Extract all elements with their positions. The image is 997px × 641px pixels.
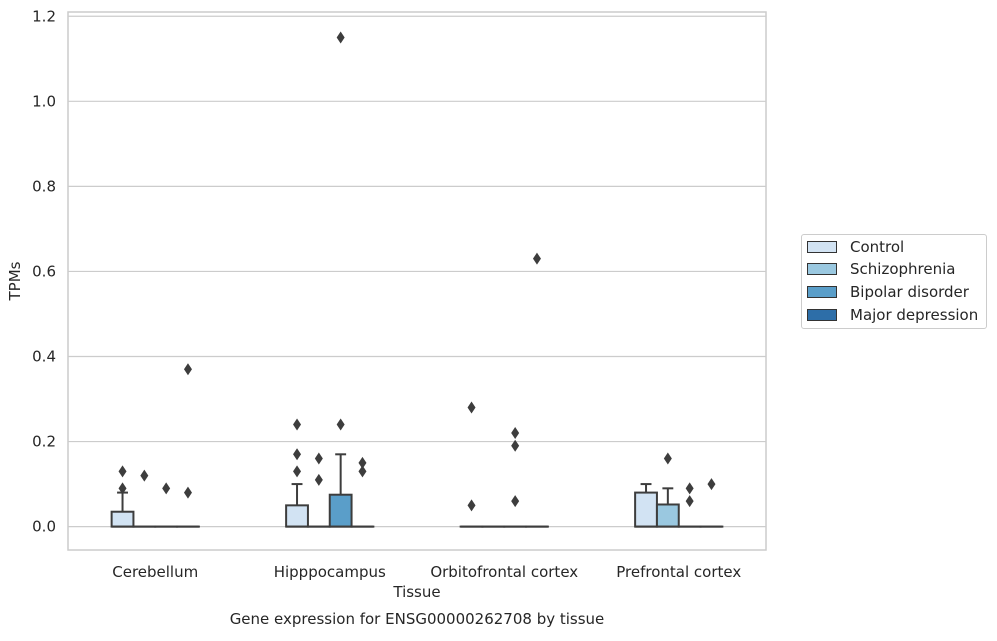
y-tick-label-2: 0.4 bbox=[32, 347, 56, 365]
x-tick-labels: Cerebellum Hipppocampus Orbitofrontal cort… bbox=[112, 563, 741, 581]
legend-swatch-control bbox=[807, 241, 837, 253]
outlier-major-depression-cerebellum-1 bbox=[184, 363, 192, 375]
legend-item-schizophrenia: Schizophrenia bbox=[807, 260, 955, 278]
box-bipolar-disorder-hipppocampus bbox=[330, 454, 352, 526]
legend-swatch-schizophrenia bbox=[807, 263, 837, 275]
y-tick-label-5: 1.0 bbox=[32, 92, 56, 110]
x-tick-label-prefrontal-cortex: Prefrontal cortex bbox=[616, 563, 741, 581]
grid-lines bbox=[68, 16, 766, 526]
legend-label-control: Control bbox=[850, 238, 904, 256]
outlier-control-orbitofrontal-cortex-0 bbox=[468, 499, 476, 511]
box-control-hipppocampus bbox=[286, 484, 308, 527]
outlier-major-depression-orbitofrontal-cortex-0 bbox=[533, 253, 541, 265]
outlier-bipolar-disorder-prefrontal-cortex-1 bbox=[686, 482, 694, 494]
legend: Control Schizophrenia Bipolar disorder M… bbox=[801, 234, 987, 329]
x-tick-label-hipppocampus: Hipppocampus bbox=[274, 563, 386, 581]
outlier-control-hipppocampus-2 bbox=[293, 419, 301, 431]
chart-caption: Gene expression for ENSG00000262708 by t… bbox=[230, 610, 605, 628]
y-tick-label-4: 0.8 bbox=[32, 177, 56, 195]
y-tick-label-0: 0.0 bbox=[32, 518, 56, 536]
legend-label-bipolar-disorder: Bipolar disorder bbox=[850, 283, 969, 301]
box-body bbox=[286, 505, 308, 526]
outlier-major-depression-hipppocampus-1 bbox=[358, 457, 366, 469]
outlier-major-depression-prefrontal-cortex-0 bbox=[707, 478, 715, 490]
legend-swatch-bipolar-disorder bbox=[807, 286, 837, 298]
box-control-cerebellum bbox=[112, 493, 134, 527]
x-tick-label-orbitofrontal-cortex: Orbitofrontal cortex bbox=[430, 563, 578, 581]
box-body bbox=[330, 495, 352, 527]
box-body bbox=[635, 493, 657, 527]
x-axis-label: Tissue bbox=[392, 583, 440, 601]
x-tick-label-cerebellum: Cerebellum bbox=[112, 563, 198, 581]
outlier-control-hipppocampus-0 bbox=[293, 465, 301, 477]
outlier-bipolar-disorder-hipppocampus-1 bbox=[337, 32, 345, 44]
y-tick-label-6: 1.2 bbox=[32, 7, 56, 25]
outlier-major-depression-cerebellum-0 bbox=[184, 487, 192, 499]
legend-swatch-major-depression bbox=[807, 309, 837, 321]
y-axis-label: TPMs bbox=[6, 261, 24, 301]
boxes bbox=[112, 454, 723, 526]
box-control-prefrontal-cortex bbox=[635, 484, 657, 527]
plot-area-frame bbox=[68, 12, 766, 550]
outlier-bipolar-disorder-hipppocampus-0 bbox=[337, 419, 345, 431]
y-tick-label-3: 0.6 bbox=[32, 262, 56, 280]
outlier-bipolar-disorder-orbitofrontal-cortex-2 bbox=[511, 427, 519, 439]
outlier-control-hipppocampus-1 bbox=[293, 448, 301, 460]
legend-label-schizophrenia: Schizophrenia bbox=[850, 260, 955, 278]
outlier-bipolar-disorder-prefrontal-cortex-0 bbox=[686, 495, 694, 507]
legend-item-major-depression: Major depression bbox=[807, 306, 978, 324]
outlier-schizophrenia-cerebellum-0 bbox=[140, 470, 148, 482]
legend-item-control: Control bbox=[807, 238, 904, 256]
outlier-schizophrenia-hipppocampus-1 bbox=[315, 453, 323, 465]
box-schizophrenia-prefrontal-cortex bbox=[657, 488, 679, 526]
y-tick-label-1: 0.2 bbox=[32, 433, 56, 451]
legend-label-major-depression: Major depression bbox=[850, 306, 978, 324]
outlier-control-orbitofrontal-cortex-1 bbox=[468, 402, 476, 414]
box-body bbox=[112, 512, 134, 527]
y-tick-labels: 0.0 0.2 0.4 0.6 0.8 1.0 1.2 bbox=[32, 7, 56, 535]
outlier-bipolar-disorder-orbitofrontal-cortex-0 bbox=[511, 495, 519, 507]
box-body bbox=[657, 504, 679, 526]
legend-item-bipolar-disorder: Bipolar disorder bbox=[807, 283, 969, 301]
outlier-schizophrenia-prefrontal-cortex-0 bbox=[664, 453, 672, 465]
outlier-control-cerebellum-1 bbox=[119, 465, 127, 477]
outlier-bipolar-disorder-cerebellum-0 bbox=[162, 482, 170, 494]
outlier-schizophrenia-hipppocampus-0 bbox=[315, 474, 323, 486]
